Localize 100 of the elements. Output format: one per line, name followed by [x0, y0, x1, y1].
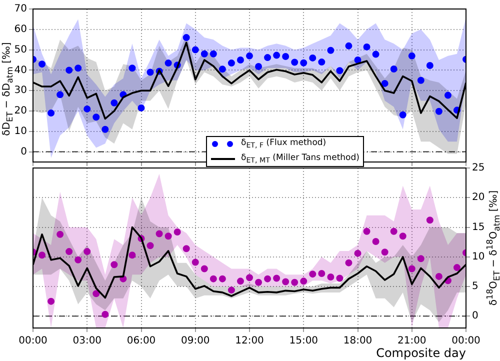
point [318, 270, 326, 277]
point [300, 59, 308, 66]
y-tick-label: 40 [14, 64, 27, 76]
point [74, 64, 82, 72]
point [336, 274, 344, 282]
point [345, 42, 352, 50]
point [363, 228, 370, 235]
point [156, 230, 163, 238]
point [146, 68, 154, 76]
y-tick-label: 70 [14, 4, 27, 15]
point [92, 290, 100, 298]
x-tick-label: 18:00 [343, 336, 372, 347]
x-tick-label: 03:00 [72, 336, 102, 347]
y-tick-label: 20 [14, 106, 27, 117]
y-tick-label: 50 [14, 44, 27, 56]
point [84, 248, 91, 256]
point [390, 65, 398, 72]
point [354, 56, 362, 64]
point [264, 54, 272, 62]
point [390, 228, 398, 235]
point [318, 58, 326, 66]
y-tick-label: 60 [14, 24, 27, 35]
point [426, 62, 434, 70]
point [164, 60, 172, 67]
point [408, 265, 416, 272]
point [300, 278, 308, 285]
y2-tick-label: 15 [472, 222, 485, 233]
point [282, 278, 290, 286]
point [128, 64, 136, 72]
x-tick-label: 09:00 [180, 336, 210, 347]
x-axis-title: Composite day [376, 346, 466, 360]
point [246, 274, 253, 282]
y-tick-label: 10 [14, 126, 27, 137]
y2-tick-label: 20 [472, 192, 485, 204]
legend-label: δ$_{ET, MT}$ (Miller Tans method) [241, 152, 360, 166]
point [399, 111, 406, 118]
point [218, 66, 226, 73]
point [128, 252, 136, 259]
point [246, 52, 253, 60]
y2-tick-label: 10 [472, 251, 485, 262]
point [56, 230, 64, 238]
point [174, 228, 181, 236]
legend-label: δ$_{ET, F}$ (Flux method) [241, 137, 326, 152]
point [336, 67, 344, 74]
x-tick-label: 00:00 [452, 336, 480, 347]
x-tick-label: 15:00 [289, 336, 318, 347]
point [273, 52, 280, 59]
y2-tick-label: 5 [472, 281, 478, 292]
point [200, 265, 208, 272]
point [102, 310, 109, 318]
point [345, 259, 352, 266]
point [309, 54, 316, 62]
point [66, 66, 73, 74]
x-tick-label: 12:00 [235, 336, 264, 347]
y-tick-label: 30 [14, 85, 27, 96]
point [291, 278, 298, 286]
point [309, 270, 316, 278]
y2-tick-label: 0 [472, 310, 478, 322]
point [354, 250, 362, 257]
point [182, 34, 190, 42]
point [228, 60, 235, 67]
point [48, 298, 55, 305]
point [327, 46, 334, 54]
point [38, 252, 46, 259]
point [110, 261, 118, 268]
point [273, 274, 280, 282]
point [372, 50, 380, 58]
point [164, 232, 172, 240]
y2-tick-label: 25 [472, 162, 485, 174]
point [48, 110, 55, 117]
point [182, 245, 190, 252]
point [255, 278, 262, 286]
x-tick-label: 21:00 [397, 336, 426, 347]
point [218, 275, 226, 282]
point [417, 76, 424, 84]
point [255, 63, 262, 70]
x-tick-label: 06:00 [126, 336, 156, 347]
point [210, 275, 217, 282]
point [66, 248, 73, 256]
point [84, 105, 91, 112]
point [327, 274, 334, 281]
y-tick-label: 0 [20, 146, 27, 158]
point [282, 53, 290, 60]
point [192, 258, 199, 266]
x-tick-label: 00:00 [18, 336, 48, 347]
point [192, 46, 199, 54]
point [372, 238, 380, 245]
point [453, 264, 460, 272]
point [92, 114, 100, 121]
point [74, 256, 82, 264]
point [291, 58, 298, 66]
point [236, 56, 244, 64]
point [435, 108, 442, 115]
point [138, 104, 145, 112]
point [38, 60, 46, 68]
point [381, 80, 388, 87]
point [435, 272, 442, 280]
point [200, 50, 208, 58]
point [426, 216, 434, 224]
point [56, 91, 64, 98]
